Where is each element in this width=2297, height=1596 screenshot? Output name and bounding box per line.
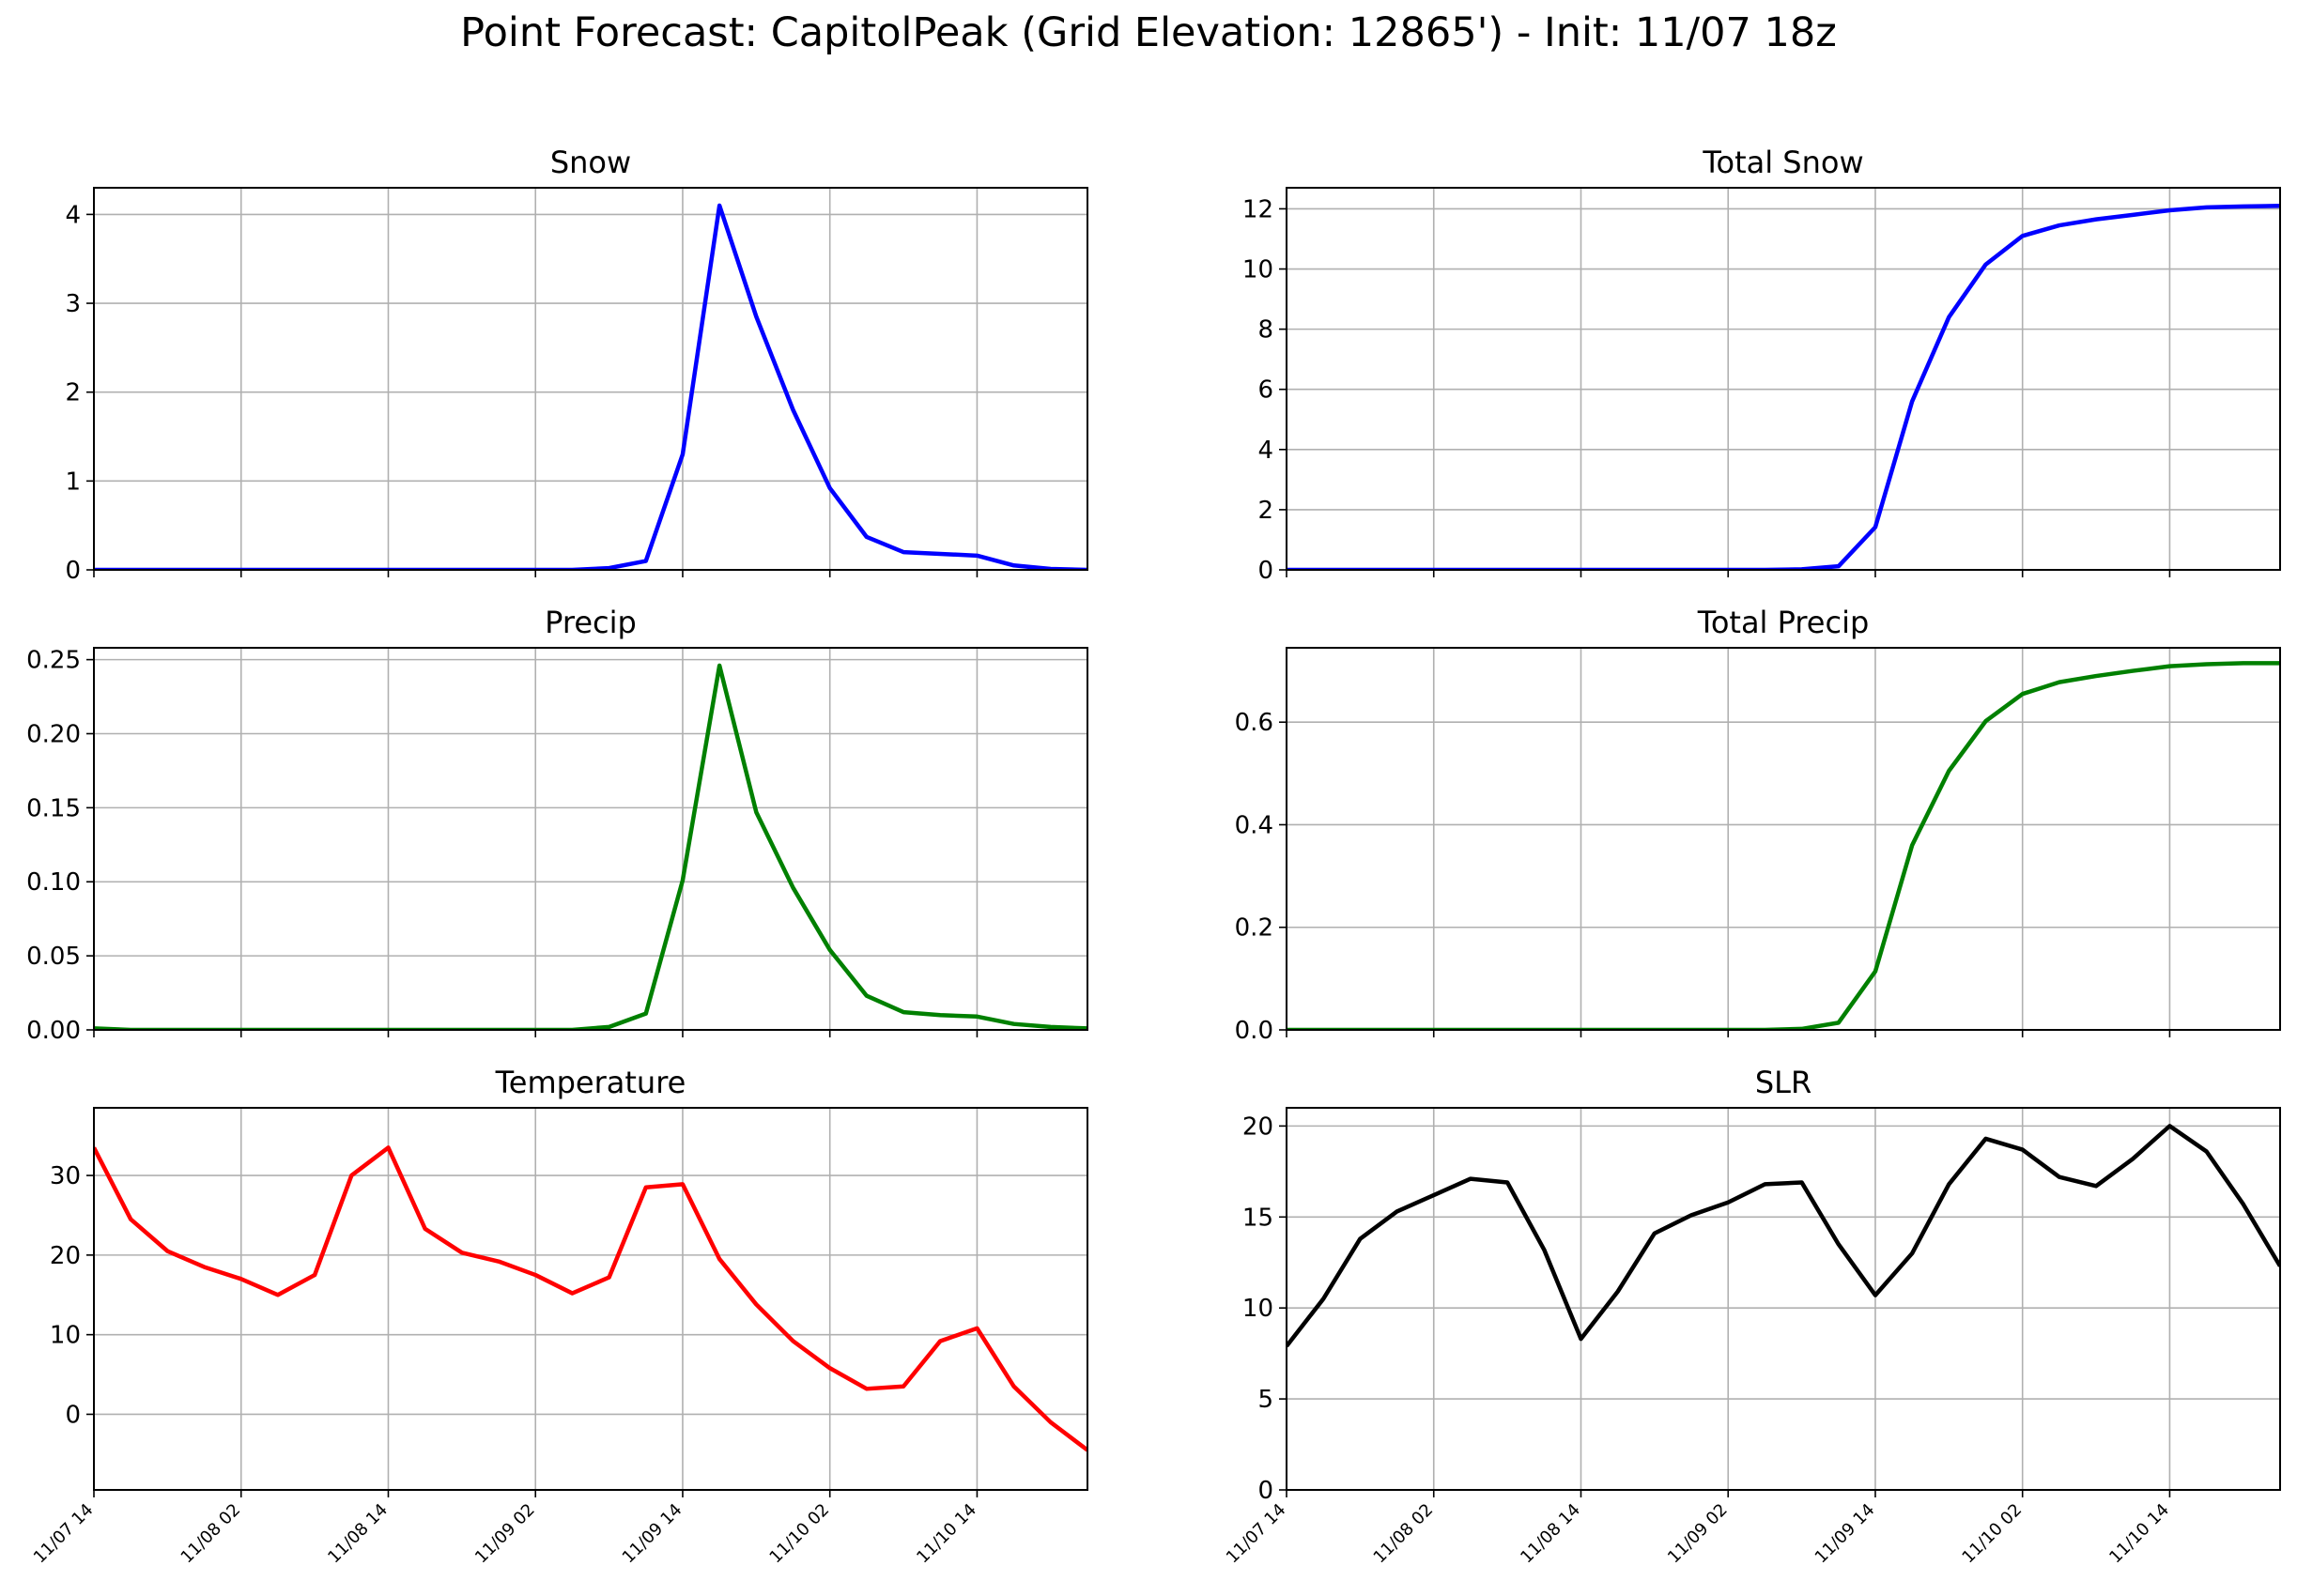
- x-tick-label: 11/09 14: [619, 1500, 686, 1568]
- slr-title: SLR: [1755, 1065, 1811, 1100]
- temperature-panel: Temperature 0 10 20 30 11/07 14 11/08 02 11/08 …: [30, 1065, 1088, 1568]
- y-tick-label: 0.0: [1235, 1017, 1273, 1045]
- y-tick-label: 10: [50, 1322, 81, 1350]
- x-tick-label: 11/08 02: [177, 1500, 245, 1568]
- y-tick-label: 20: [1242, 1113, 1273, 1141]
- y-tick-label: 0.25: [26, 647, 81, 675]
- y-tick-label: 2: [65, 379, 81, 407]
- y-tick-label: 10: [1242, 256, 1273, 284]
- slr-series-line: [1287, 1124, 2280, 1348]
- total-precip-title: Total Precip: [1697, 605, 1870, 640]
- y-tick-label: 0.15: [26, 794, 81, 822]
- x-tick-label: 11/08 14: [1517, 1500, 1584, 1568]
- y-tick-label: 0.00: [26, 1017, 81, 1045]
- slr-axes-frame: [1286, 1107, 2281, 1491]
- y-tick-label: 3: [65, 290, 81, 318]
- total-precip-series-line: [1287, 661, 2280, 1030]
- y-tick-label: 0.6: [1235, 709, 1273, 737]
- snow-panel: Snow 0 1 2 3 4: [65, 145, 1088, 585]
- x-tick-label: 11/07 14: [30, 1500, 98, 1568]
- temperature-series-line: [94, 1145, 1087, 1452]
- snow-title: Snow: [550, 145, 631, 180]
- x-tick-label: 11/10 02: [1958, 1500, 2026, 1568]
- y-tick-label: 10: [1242, 1295, 1273, 1323]
- y-tick-label: 30: [50, 1162, 81, 1190]
- y-tick-label: 12: [1242, 195, 1273, 223]
- snow-series-line: [94, 203, 1087, 570]
- x-tick-label: 11/10 02: [765, 1500, 833, 1568]
- temperature-title: Temperature: [495, 1065, 686, 1100]
- total-snow-axes-frame: [1286, 187, 2281, 571]
- temperature-axes-frame: [93, 1107, 1088, 1491]
- total-precip-panel: Total Precip 0.0 0.2 0.4 0.6: [1235, 605, 2281, 1045]
- y-tick-label: 15: [1242, 1204, 1273, 1232]
- y-tick-label: 0.05: [26, 943, 81, 971]
- y-tick-label: 20: [50, 1242, 81, 1270]
- y-tick-label: 0: [1257, 557, 1273, 585]
- precip-title: Precip: [545, 605, 637, 640]
- y-tick-label: 0.20: [26, 720, 81, 748]
- figure-title: Point Forecast: CapitolPeak (Grid Elevat…: [460, 9, 1837, 56]
- precip-axes-frame: [93, 647, 1088, 1031]
- y-tick-label: 6: [1257, 376, 1273, 405]
- total-precip-axes-frame: [1286, 647, 2281, 1031]
- x-tick-label: 11/09 14: [1811, 1500, 1879, 1568]
- x-tick-label: 11/10 14: [913, 1500, 980, 1568]
- x-tick-label: 11/09 02: [471, 1500, 539, 1568]
- y-tick-label: 4: [65, 201, 81, 229]
- total-snow-series-line: [1287, 203, 2280, 570]
- x-tick-label: 11/09 02: [1664, 1500, 1732, 1568]
- x-tick-label: 11/08 02: [1370, 1500, 1438, 1568]
- x-tick-label: 11/08 14: [324, 1500, 392, 1568]
- y-tick-label: 1: [65, 468, 81, 496]
- y-tick-label: 0.10: [26, 868, 81, 897]
- precip-panel: Precip 0.00 0.05 0.10 0.15 0.20 0.25: [26, 605, 1088, 1045]
- y-tick-label: 2: [1257, 497, 1273, 525]
- y-tick-label: 4: [1257, 437, 1273, 465]
- y-tick-label: 0: [1257, 1477, 1273, 1505]
- y-tick-label: 0.4: [1235, 811, 1273, 839]
- precip-series-line: [94, 663, 1087, 1030]
- x-tick-label: 11/10 14: [2105, 1500, 2173, 1568]
- y-tick-label: 8: [1257, 316, 1273, 345]
- y-tick-label: 5: [1257, 1386, 1273, 1414]
- y-tick-label: 0.2: [1235, 914, 1273, 943]
- slr-panel: SLR 0 5 10 15 20 11/07 14 11/08 02 11/08 14 11/09…: [1223, 1065, 2281, 1568]
- y-tick-label: 0: [65, 557, 81, 585]
- total-snow-panel: Total Snow 0 2 4 6 8 10 12: [1242, 145, 2281, 585]
- y-tick-label: 0: [65, 1401, 81, 1429]
- x-tick-label: 11/07 14: [1223, 1500, 1290, 1568]
- total-snow-title: Total Snow: [1702, 145, 1863, 180]
- snow-axes-frame: [93, 187, 1088, 571]
